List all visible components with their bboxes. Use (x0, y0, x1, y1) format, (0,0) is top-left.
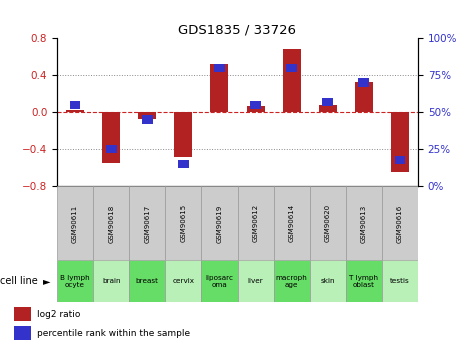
Bar (174, 112, 192, 157)
Bar (201, 260, 238, 302)
Text: percentile rank within the sample: percentile rank within the sample (37, 329, 190, 338)
Bar (138, 112, 156, 119)
Text: testis: testis (390, 278, 410, 284)
Bar (323, 98, 333, 106)
Bar (319, 105, 337, 112)
Text: log2 ratio: log2 ratio (37, 310, 80, 319)
Text: liver: liver (247, 278, 264, 284)
Text: GSM90617: GSM90617 (144, 204, 150, 243)
Text: breast: breast (136, 278, 159, 284)
Bar (250, 101, 261, 109)
Bar (129, 186, 165, 260)
Bar (210, 64, 228, 112)
Bar (355, 81, 373, 112)
Bar (57, 260, 93, 302)
Bar (14, 307, 31, 321)
Bar (346, 186, 382, 260)
Bar (129, 260, 165, 302)
Text: GSM90614: GSM90614 (289, 204, 294, 243)
Bar (165, 260, 201, 302)
Text: GSM90616: GSM90616 (397, 204, 403, 243)
Text: cell line: cell line (0, 276, 41, 286)
Bar (201, 186, 238, 260)
Bar (142, 116, 152, 124)
Text: skin: skin (321, 278, 335, 284)
Bar (238, 260, 274, 302)
Bar (274, 186, 310, 260)
Bar (214, 63, 225, 72)
Bar (310, 260, 346, 302)
Bar (102, 112, 120, 163)
Text: GSM90611: GSM90611 (72, 204, 78, 243)
Text: GSM90615: GSM90615 (180, 204, 186, 243)
Bar (247, 106, 265, 112)
Text: GSM90618: GSM90618 (108, 204, 114, 243)
Bar (178, 160, 189, 168)
Bar (359, 78, 369, 87)
Bar (165, 186, 201, 260)
Text: GSM90620: GSM90620 (325, 204, 331, 243)
Bar (346, 260, 382, 302)
Bar (286, 63, 297, 72)
Bar (66, 110, 84, 112)
Bar (382, 186, 418, 260)
Bar (70, 101, 80, 109)
Bar (391, 112, 409, 172)
Text: cervix: cervix (172, 278, 194, 284)
Bar (238, 186, 274, 260)
Bar (93, 260, 129, 302)
Title: GDS1835 / 33726: GDS1835 / 33726 (179, 24, 296, 37)
Text: GSM90619: GSM90619 (217, 204, 222, 243)
Bar (274, 260, 310, 302)
Bar (382, 260, 418, 302)
Text: B lymph
ocyte: B lymph ocyte (60, 275, 90, 288)
Bar (57, 186, 93, 260)
Text: ►: ► (43, 276, 50, 286)
Bar (93, 186, 129, 260)
Bar (14, 326, 31, 339)
Text: brain: brain (102, 278, 120, 284)
Bar (106, 145, 116, 153)
Bar (310, 186, 346, 260)
Text: liposarc
oma: liposarc oma (206, 275, 233, 288)
Bar (395, 156, 405, 164)
Bar (283, 49, 301, 112)
Text: T lymph
oblast: T lymph oblast (349, 275, 379, 288)
Text: GSM90613: GSM90613 (361, 204, 367, 243)
Text: macroph
age: macroph age (276, 275, 307, 288)
Text: GSM90612: GSM90612 (253, 204, 258, 243)
